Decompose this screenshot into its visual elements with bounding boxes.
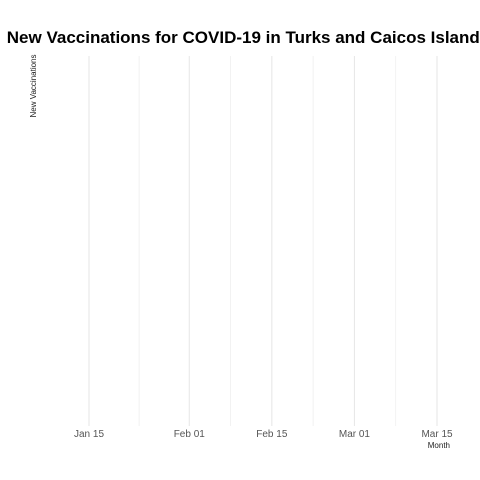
chart-title: New Vaccinations for COVID-19 in Turks a…	[7, 28, 480, 47]
x-tick-label: Feb 01	[174, 429, 206, 440]
x-tick-label: Mar 15	[421, 429, 453, 440]
x-tick-label: Mar 01	[339, 429, 371, 440]
x-tick-label: Feb 15	[256, 429, 288, 440]
y-axis-label: New Vaccinations	[29, 55, 38, 118]
grid	[88, 56, 438, 426]
x-axis-label: Month	[428, 441, 450, 450]
x-tick-label: Jan 15	[74, 429, 104, 440]
x-axis-ticks: Jan 15 Feb 01 Feb 15 Mar 01 Mar 15	[74, 429, 453, 440]
